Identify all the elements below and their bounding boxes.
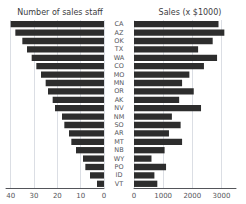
svg-text:WY: WY bbox=[114, 155, 124, 163]
svg-text:2000: 2000 bbox=[183, 192, 201, 200]
svg-text:OK: OK bbox=[114, 37, 124, 45]
svg-text:Sales (x $1000): Sales (x $1000) bbox=[159, 8, 222, 17]
svg-text:MN: MN bbox=[114, 79, 125, 87]
svg-text:MO: MO bbox=[114, 71, 125, 79]
svg-text:AZ: AZ bbox=[115, 29, 124, 37]
svg-text:3000: 3000 bbox=[213, 192, 231, 200]
svg-text:CA: CA bbox=[115, 20, 125, 28]
svg-text:AK: AK bbox=[115, 96, 124, 104]
svg-text:Number of sales staff: Number of sales staff bbox=[17, 8, 103, 17]
svg-text:40: 40 bbox=[6, 192, 15, 200]
svg-text:20: 20 bbox=[53, 192, 62, 200]
svg-text:10: 10 bbox=[76, 192, 85, 200]
svg-text:1000: 1000 bbox=[154, 192, 172, 200]
svg-text:NB: NB bbox=[114, 146, 123, 154]
svg-text:TX: TX bbox=[114, 45, 124, 53]
svg-text:MT: MT bbox=[114, 138, 124, 146]
svg-text:VT: VT bbox=[115, 180, 123, 188]
svg-text:AR: AR bbox=[115, 129, 124, 137]
svg-text:PO: PO bbox=[114, 163, 123, 171]
svg-text:30: 30 bbox=[30, 192, 39, 200]
svg-text:0: 0 bbox=[102, 192, 106, 200]
svg-text:CO: CO bbox=[114, 62, 124, 70]
svg-text:WA: WA bbox=[114, 54, 125, 62]
svg-text:OR: OR bbox=[114, 87, 124, 95]
svg-text:NV: NV bbox=[114, 104, 124, 112]
svg-text:SO: SO bbox=[114, 121, 123, 129]
svg-text:ID: ID bbox=[116, 171, 123, 179]
svg-text:0: 0 bbox=[132, 192, 136, 200]
svg-text:NM: NM bbox=[114, 113, 124, 121]
